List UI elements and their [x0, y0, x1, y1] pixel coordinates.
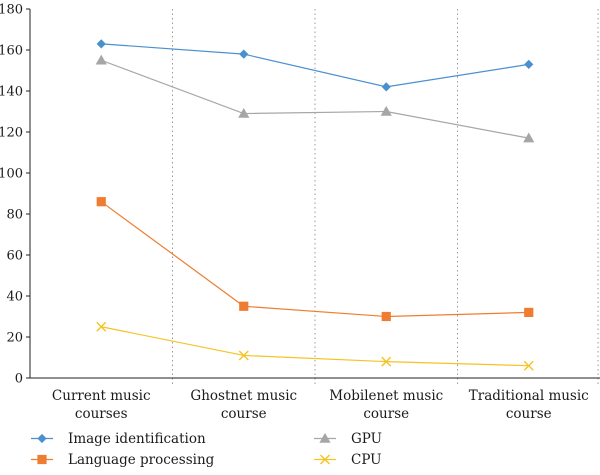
x-category-label-line: course: [363, 406, 409, 422]
data-point: [96, 39, 106, 49]
x-category-label: Current music courses: [52, 388, 151, 422]
series-line: [101, 43, 529, 88]
x-category-label-line: Traditional music: [469, 388, 589, 404]
data-point: [239, 49, 249, 59]
series-lines: [95, 39, 535, 371]
series-group: [95, 54, 535, 143]
x-category-label-line: Current music: [52, 388, 151, 404]
data-point: [524, 307, 534, 317]
y-tick-label: 0: [15, 372, 23, 387]
x-marker-stroke: [381, 356, 392, 367]
data-point: [381, 356, 392, 367]
data-point: [96, 197, 106, 207]
y-tick-label: 180: [0, 3, 23, 18]
y-tick-label: 40: [6, 290, 23, 305]
y-tick-label: 160: [0, 44, 23, 59]
y-tick-label: 140: [0, 85, 23, 100]
x-marker-stroke: [96, 321, 107, 332]
legend-label: CPU: [351, 452, 382, 468]
x-marker-stroke: [320, 454, 330, 465]
legend-item: Image identification: [31, 431, 206, 447]
data-point: [239, 301, 249, 311]
series-group: [96, 39, 534, 92]
series-group: [96, 321, 534, 371]
x-category-label-line: course: [221, 406, 267, 422]
legend-marker: [37, 433, 47, 444]
y-tick-labels: 0 20 40 60 80 100 120 140 160 180: [0, 3, 23, 387]
y-tick-label: 80: [6, 208, 23, 223]
x-category-labels: Current music courses Ghostnet music course…: [52, 388, 589, 422]
x-category-label-line: Ghostnet music: [190, 388, 297, 404]
data-point: [523, 132, 535, 143]
y-tick-label: 120: [0, 126, 23, 141]
category-separators: [172, 9, 599, 384]
series-line: [101, 59, 529, 139]
series-line: [101, 326, 529, 367]
legend-marker: [319, 432, 331, 443]
y-tick-label: 60: [6, 249, 23, 264]
x-category-label: Traditional music course: [469, 388, 589, 422]
data-point: [381, 82, 391, 92]
axes: [26, 8, 600, 379]
data-point: [96, 321, 107, 332]
data-point: [380, 105, 392, 116]
x-category-label-line: Mobilenet music: [329, 388, 443, 404]
x-marker-stroke: [523, 360, 534, 371]
series-group: [96, 197, 534, 322]
legend-item: Language processing: [31, 452, 215, 468]
data-point: [238, 350, 249, 361]
x-category-label: Ghostnet music course: [190, 388, 297, 422]
legend-item: CPU: [314, 452, 382, 468]
data-point: [524, 59, 534, 69]
data-point: [523, 360, 534, 371]
data-point: [238, 107, 250, 118]
x-category-label: Mobilenet music course: [329, 388, 443, 422]
legend-label: Language processing: [68, 452, 215, 468]
x-marker-stroke: [238, 350, 249, 361]
y-tick-label: 100: [0, 167, 23, 182]
x-category-label-line: course: [506, 406, 552, 422]
legend-marker: [37, 454, 47, 465]
series-line: [100, 201, 529, 318]
legend-item: GPU: [314, 431, 382, 447]
legend-marker: [320, 454, 330, 465]
x-category-label-line: courses: [75, 406, 128, 422]
y-tick-label: 20: [6, 331, 23, 346]
data-point: [381, 311, 391, 322]
legend-label: Image identification: [68, 431, 206, 447]
data-point: [95, 54, 107, 65]
legend: Image identification Language processing G…: [31, 431, 382, 468]
legend-label: GPU: [351, 431, 382, 447]
